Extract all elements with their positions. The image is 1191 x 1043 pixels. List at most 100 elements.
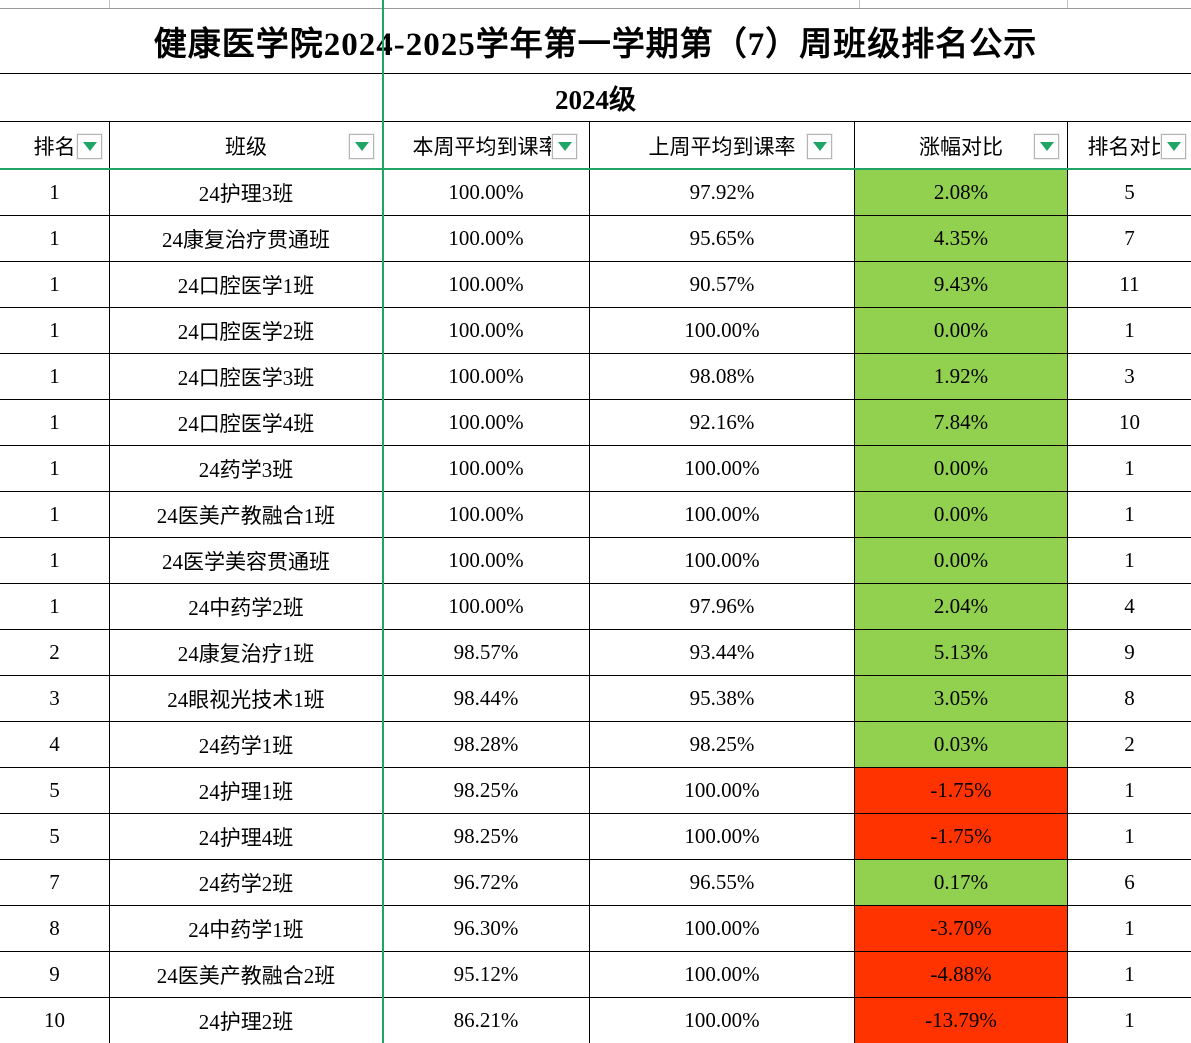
- last-week-rate-cell[interactable]: 100.00%: [590, 308, 855, 353]
- last-week-rate-cell[interactable]: 97.96%: [590, 584, 855, 629]
- rank-cell[interactable]: 1: [0, 446, 110, 491]
- filter-dropdown-button[interactable]: [1161, 134, 1186, 159]
- rank-compare-cell[interactable]: 1: [1068, 906, 1191, 951]
- class-name-cell[interactable]: 24药学3班: [110, 446, 383, 491]
- header-cell-change[interactable]: 涨幅对比: [855, 122, 1068, 170]
- last-week-rate-cell[interactable]: 96.55%: [590, 860, 855, 905]
- class-name-cell[interactable]: 24康复治疗1班: [110, 630, 383, 675]
- change-cell[interactable]: 0.00%: [855, 446, 1068, 491]
- class-name-cell[interactable]: 24中药学1班: [110, 906, 383, 951]
- class-name-cell[interactable]: 24中药学2班: [110, 584, 383, 629]
- change-cell[interactable]: 0.00%: [855, 538, 1068, 583]
- last-week-rate-cell[interactable]: 95.38%: [590, 676, 855, 721]
- this-week-rate-cell[interactable]: 95.12%: [383, 952, 590, 997]
- last-week-rate-cell[interactable]: 100.00%: [590, 768, 855, 813]
- header-cell-rank[interactable]: 排名: [0, 122, 110, 170]
- this-week-rate-cell[interactable]: 100.00%: [383, 584, 590, 629]
- change-cell[interactable]: 2.08%: [855, 170, 1068, 215]
- rank-compare-cell[interactable]: 3: [1068, 354, 1191, 399]
- change-cell[interactable]: -1.75%: [855, 768, 1068, 813]
- class-name-cell[interactable]: 24医学美容贯通班: [110, 538, 383, 583]
- rank-compare-cell[interactable]: 9: [1068, 630, 1191, 675]
- change-cell[interactable]: 2.04%: [855, 584, 1068, 629]
- last-week-rate-cell[interactable]: 100.00%: [590, 446, 855, 491]
- class-name-cell[interactable]: 24药学2班: [110, 860, 383, 905]
- change-cell[interactable]: 7.84%: [855, 400, 1068, 445]
- rank-compare-cell[interactable]: 11: [1068, 262, 1191, 307]
- last-week-rate-cell[interactable]: 98.08%: [590, 354, 855, 399]
- last-week-rate-cell[interactable]: 100.00%: [590, 906, 855, 951]
- change-cell[interactable]: -1.75%: [855, 814, 1068, 859]
- change-cell[interactable]: 0.03%: [855, 722, 1068, 767]
- header-cell-last-week-rate[interactable]: 上周平均到课率: [590, 122, 855, 170]
- this-week-rate-cell[interactable]: 96.30%: [383, 906, 590, 951]
- rank-compare-cell[interactable]: 6: [1068, 860, 1191, 905]
- this-week-rate-cell[interactable]: 100.00%: [383, 216, 590, 261]
- rank-cell[interactable]: 1: [0, 216, 110, 261]
- rank-cell[interactable]: 4: [0, 722, 110, 767]
- change-cell[interactable]: -4.88%: [855, 952, 1068, 997]
- class-name-cell[interactable]: 24医美产教融合2班: [110, 952, 383, 997]
- rank-cell[interactable]: 1: [0, 308, 110, 353]
- rank-compare-cell[interactable]: 1: [1068, 768, 1191, 813]
- class-name-cell[interactable]: 24护理2班: [110, 998, 383, 1043]
- last-week-rate-cell[interactable]: 100.00%: [590, 814, 855, 859]
- filter-dropdown-button[interactable]: [1034, 134, 1059, 159]
- rank-cell[interactable]: 1: [0, 400, 110, 445]
- rank-compare-cell[interactable]: 1: [1068, 492, 1191, 537]
- this-week-rate-cell[interactable]: 98.25%: [383, 768, 590, 813]
- class-name-cell[interactable]: 24眼视光技术1班: [110, 676, 383, 721]
- rank-compare-cell[interactable]: 1: [1068, 952, 1191, 997]
- last-week-rate-cell[interactable]: 93.44%: [590, 630, 855, 675]
- change-cell[interactable]: 5.13%: [855, 630, 1068, 675]
- rank-cell[interactable]: 10: [0, 998, 110, 1043]
- rank-compare-cell[interactable]: 8: [1068, 676, 1191, 721]
- last-week-rate-cell[interactable]: 92.16%: [590, 400, 855, 445]
- rank-cell[interactable]: 7: [0, 860, 110, 905]
- filter-dropdown-button[interactable]: [552, 134, 577, 159]
- filter-dropdown-button[interactable]: [349, 134, 374, 159]
- rank-cell[interactable]: 8: [0, 906, 110, 951]
- last-week-rate-cell[interactable]: 97.92%: [590, 170, 855, 215]
- this-week-rate-cell[interactable]: 100.00%: [383, 538, 590, 583]
- rank-compare-cell[interactable]: 4: [1068, 584, 1191, 629]
- rank-compare-cell[interactable]: 1: [1068, 538, 1191, 583]
- change-cell[interactable]: 1.92%: [855, 354, 1068, 399]
- header-cell-class[interactable]: 班级: [110, 122, 383, 170]
- this-week-rate-cell[interactable]: 96.72%: [383, 860, 590, 905]
- class-name-cell[interactable]: 24口腔医学3班: [110, 354, 383, 399]
- change-cell[interactable]: 9.43%: [855, 262, 1068, 307]
- this-week-rate-cell[interactable]: 98.44%: [383, 676, 590, 721]
- this-week-rate-cell[interactable]: 100.00%: [383, 262, 590, 307]
- rank-cell[interactable]: 9: [0, 952, 110, 997]
- class-name-cell[interactable]: 24口腔医学2班: [110, 308, 383, 353]
- class-name-cell[interactable]: 24护理3班: [110, 170, 383, 215]
- class-name-cell[interactable]: 24康复治疗贯通班: [110, 216, 383, 261]
- last-week-rate-cell[interactable]: 98.25%: [590, 722, 855, 767]
- this-week-rate-cell[interactable]: 86.21%: [383, 998, 590, 1043]
- rank-cell[interactable]: 1: [0, 492, 110, 537]
- this-week-rate-cell[interactable]: 98.28%: [383, 722, 590, 767]
- last-week-rate-cell[interactable]: 100.00%: [590, 998, 855, 1043]
- this-week-rate-cell[interactable]: 100.00%: [383, 446, 590, 491]
- class-name-cell[interactable]: 24口腔医学1班: [110, 262, 383, 307]
- class-name-cell[interactable]: 24医美产教融合1班: [110, 492, 383, 537]
- header-cell-rank-compare[interactable]: 排名对比: [1068, 122, 1191, 170]
- rank-cell[interactable]: 3: [0, 676, 110, 721]
- header-cell-this-week-rate[interactable]: 本周平均到课率: [383, 122, 590, 170]
- class-name-cell[interactable]: 24口腔医学4班: [110, 400, 383, 445]
- last-week-rate-cell[interactable]: 95.65%: [590, 216, 855, 261]
- change-cell[interactable]: 4.35%: [855, 216, 1068, 261]
- change-cell[interactable]: -13.79%: [855, 998, 1068, 1043]
- last-week-rate-cell[interactable]: 100.00%: [590, 492, 855, 537]
- rank-compare-cell[interactable]: 1: [1068, 308, 1191, 353]
- rank-compare-cell[interactable]: 1: [1068, 446, 1191, 491]
- rank-compare-cell[interactable]: 1: [1068, 998, 1191, 1043]
- change-cell[interactable]: 0.00%: [855, 492, 1068, 537]
- rank-cell[interactable]: 1: [0, 584, 110, 629]
- rank-cell[interactable]: 1: [0, 354, 110, 399]
- this-week-rate-cell[interactable]: 100.00%: [383, 170, 590, 215]
- last-week-rate-cell[interactable]: 100.00%: [590, 538, 855, 583]
- change-cell[interactable]: 0.17%: [855, 860, 1068, 905]
- class-name-cell[interactable]: 24护理4班: [110, 814, 383, 859]
